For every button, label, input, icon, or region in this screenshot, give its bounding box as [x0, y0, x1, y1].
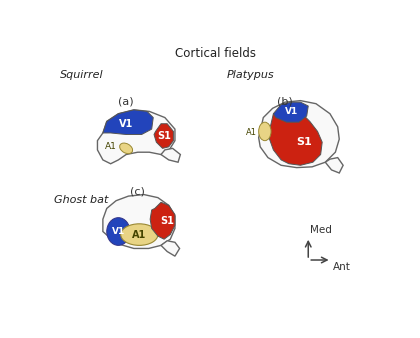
- Polygon shape: [273, 102, 308, 122]
- Text: (c): (c): [130, 187, 145, 197]
- Polygon shape: [161, 148, 180, 162]
- Text: Ant: Ant: [333, 262, 351, 271]
- Text: (b): (b): [277, 96, 293, 106]
- Ellipse shape: [120, 143, 133, 154]
- Text: A1: A1: [105, 142, 117, 151]
- Text: (a): (a): [118, 96, 134, 106]
- Text: A1: A1: [132, 230, 147, 240]
- Polygon shape: [103, 195, 175, 248]
- Polygon shape: [154, 124, 173, 148]
- Text: Squirrel: Squirrel: [60, 70, 104, 80]
- Text: S1: S1: [160, 216, 174, 226]
- Text: Med: Med: [310, 225, 332, 235]
- Polygon shape: [150, 202, 175, 239]
- Polygon shape: [326, 158, 343, 173]
- Text: Platypus: Platypus: [227, 70, 275, 80]
- Text: S1: S1: [157, 131, 171, 141]
- Polygon shape: [259, 101, 339, 168]
- Polygon shape: [97, 110, 175, 164]
- Ellipse shape: [121, 224, 158, 245]
- Ellipse shape: [259, 122, 271, 141]
- Polygon shape: [270, 114, 322, 165]
- Text: A1: A1: [246, 128, 257, 138]
- Text: V1: V1: [112, 227, 125, 236]
- Text: Ghost bat: Ghost bat: [54, 195, 108, 204]
- Text: V1: V1: [285, 107, 298, 116]
- Text: V1: V1: [119, 119, 133, 129]
- Polygon shape: [103, 110, 153, 135]
- Polygon shape: [161, 241, 180, 256]
- Ellipse shape: [107, 218, 130, 245]
- Text: Cortical fields: Cortical fields: [175, 47, 256, 60]
- Text: S1: S1: [297, 137, 312, 147]
